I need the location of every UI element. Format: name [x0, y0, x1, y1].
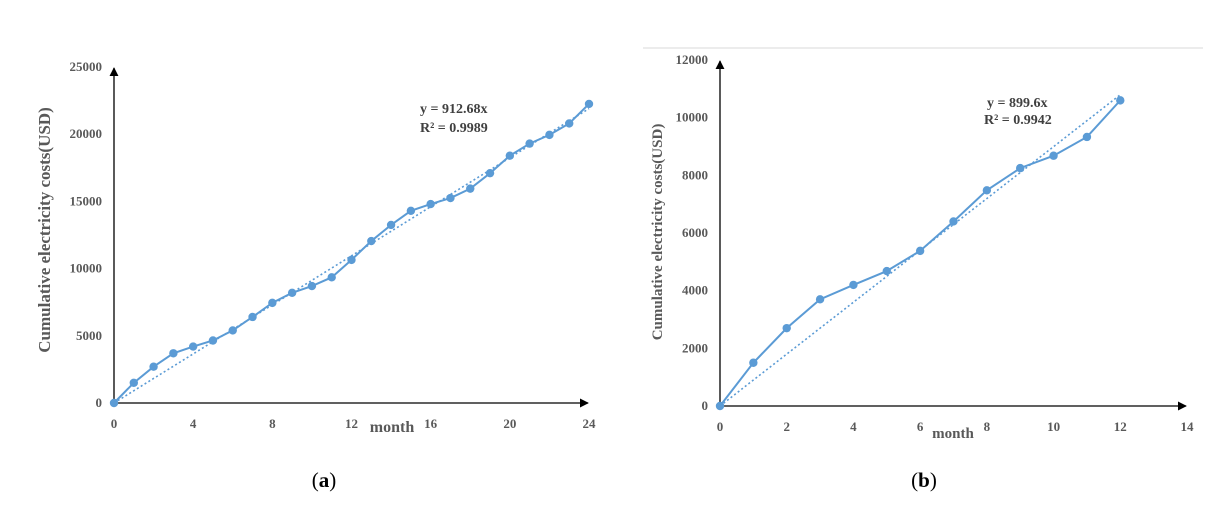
chart-a-data-point — [228, 326, 237, 335]
chart-a-ytick-label: 10000 — [70, 261, 103, 276]
chart-a-data-point — [386, 220, 396, 230]
chart-a-data-point — [287, 288, 297, 297]
chart-b-ytick-label: 6000 — [682, 225, 708, 240]
chart-a-data-point — [485, 168, 495, 178]
chart-b-data-point — [1049, 151, 1058, 160]
chart-b-ylabel: Cumulative electricity costs(USD) — [650, 124, 666, 341]
chart-b-data-point — [882, 266, 891, 276]
chart-b-xtick-label: 4 — [850, 419, 857, 434]
chart-a-data-point — [505, 151, 515, 160]
chart-b-data-point — [749, 358, 758, 367]
chart-b-ytick-label: 10000 — [676, 110, 709, 125]
chart-a-data-point — [208, 336, 218, 345]
chart-a-data-point — [307, 281, 317, 291]
chart-a-data-point — [188, 342, 198, 351]
chart-a-xtick-label: 8 — [269, 416, 276, 431]
chart-a-data-point — [347, 255, 356, 265]
chart-a-data-point — [584, 99, 594, 109]
chart-a-trend-r2: R² = 0.9989 — [420, 121, 488, 136]
chart-a-ytick-label: 25000 — [70, 59, 103, 74]
chart-b-xtick-label: 12 — [1114, 419, 1127, 434]
chart-a-data-point — [109, 398, 119, 408]
chart-b-ytick-label: 12000 — [676, 52, 709, 67]
chart-a-trend-equation: y = 912.68x — [420, 102, 487, 117]
chart-b-panel-label: (b) — [911, 468, 937, 492]
chart-a-xlabel: month — [370, 419, 415, 436]
chart-b-xtick-label: 0 — [717, 419, 724, 434]
chart-a-xtick-label: 12 — [345, 416, 358, 431]
chart-b-trend-r2: R² = 0.9942 — [984, 113, 1052, 128]
chart-a-ytick-label: 5000 — [76, 328, 102, 343]
chart-a-series-line — [113, 103, 590, 404]
chart-a-ylabel: Cumulative electricity costs(USD) — [35, 107, 54, 353]
chart-b-xtick-label: 6 — [917, 419, 924, 434]
chart-a-data-point — [149, 362, 158, 371]
chart-a-data-point — [129, 378, 138, 388]
chart-a-xtick-label: 20 — [503, 416, 516, 431]
chart-a-data-point — [525, 139, 534, 148]
chart-b-data-point — [1116, 96, 1125, 105]
chart-b: Cumulative electricity costs(USD) month … — [650, 52, 1194, 492]
chart-b-data-point — [782, 323, 791, 333]
chart-a-ytick-label: 20000 — [70, 126, 103, 141]
chart-b-ytick-label: 8000 — [682, 167, 708, 182]
chart-b-ytick-label: 0 — [702, 398, 709, 413]
chart-a-xtick-label: 4 — [190, 416, 197, 431]
chart-a-ytick-label: 0 — [96, 395, 103, 410]
chart-b-data-point — [715, 401, 725, 411]
chart-b-xtick-label: 14 — [1181, 419, 1195, 434]
chart-b-xtick-label: 10 — [1047, 419, 1060, 434]
chart-a-panel-label: (a) — [312, 468, 337, 492]
chart-a-data-point — [327, 273, 336, 282]
chart-b-data-point — [949, 217, 958, 226]
chart-b-xtick-label: 8 — [984, 419, 991, 434]
chart-a-data-point — [565, 119, 574, 128]
chart-b-data-point — [849, 280, 858, 290]
chart-a-xtick-label: 0 — [111, 416, 118, 431]
chart-a-data-point — [268, 298, 277, 308]
chart-a-data-point — [367, 236, 376, 246]
chart-a-data-point — [426, 199, 435, 209]
chart-a-data-point — [169, 349, 178, 358]
chart-a-ytick-label: 15000 — [70, 193, 103, 208]
chart-b-ytick-label: 4000 — [682, 283, 708, 298]
chart-a-data-point — [446, 193, 455, 203]
chart-b-xtick-label: 2 — [783, 419, 790, 434]
chart-b-data-point — [815, 295, 825, 304]
chart-b-xlabel: month — [932, 426, 974, 442]
chart-a-data-point — [406, 206, 416, 216]
chart-a-xtick-label: 24 — [583, 416, 597, 431]
chart-a-data-point — [248, 312, 257, 322]
chart-b-data-point — [915, 246, 925, 256]
chart-b-trend-equation: y = 899.6x — [987, 96, 1047, 111]
chart-b-data-point — [1082, 132, 1092, 142]
chart-a: Cumulative electricity costs(USD) month … — [35, 47, 1203, 492]
chart-a-data-point — [545, 130, 554, 140]
chart-b-data-point — [1016, 163, 1025, 173]
chart-b-ytick-label: 2000 — [682, 340, 708, 355]
chart-b-data-point — [982, 186, 992, 195]
chart-a-data-point — [466, 184, 475, 193]
chart-a-xtick-label: 16 — [424, 416, 438, 431]
